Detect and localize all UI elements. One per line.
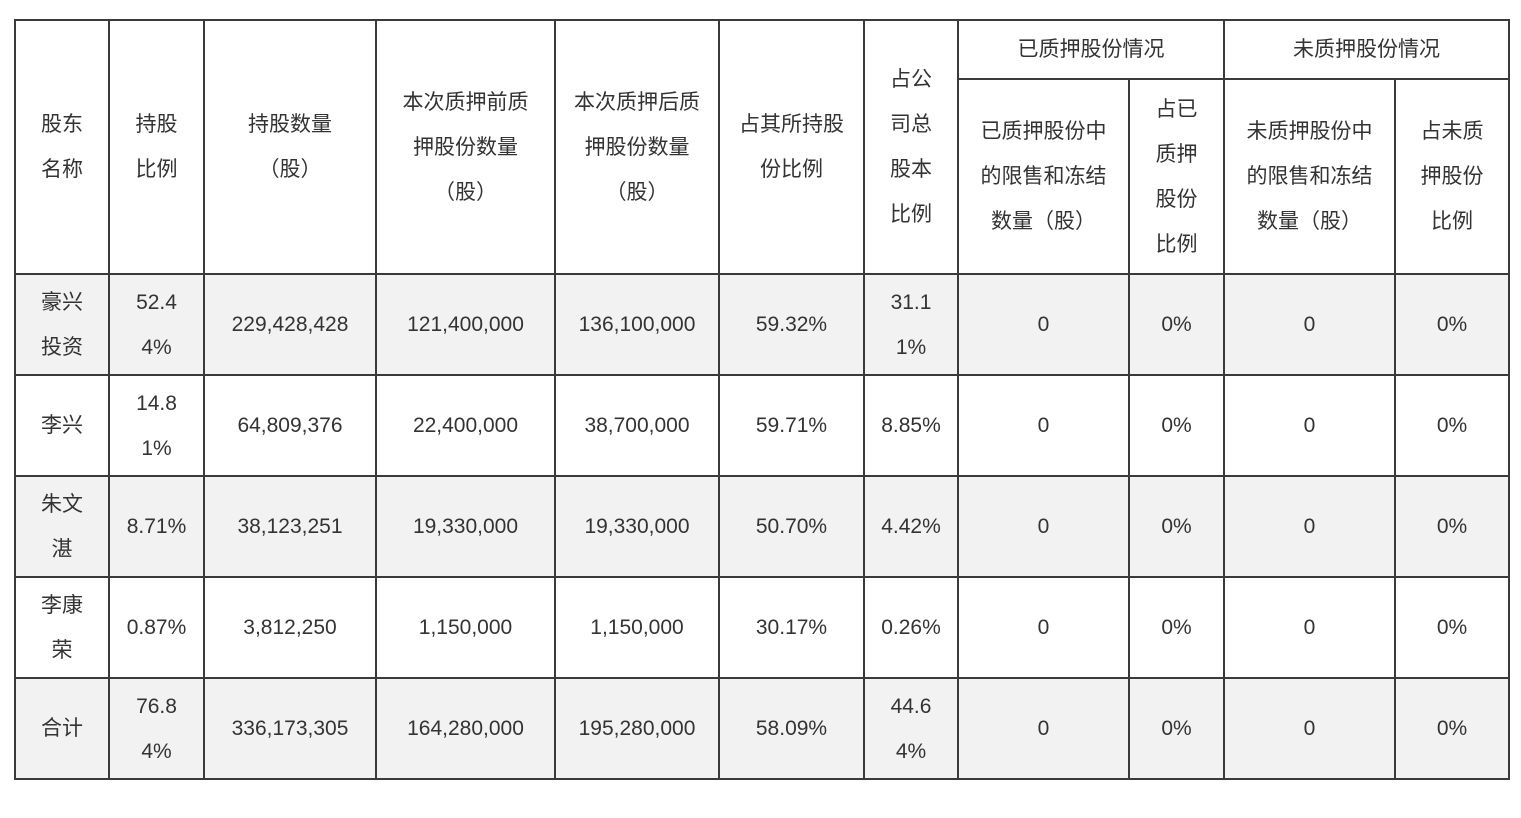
cell-pct-of-unpledged: 0% bbox=[1394, 576, 1510, 679]
cell-pct-of-total-equity: 4.42% bbox=[863, 475, 959, 578]
cell-pct-of-total-equity: 44.6 4% bbox=[863, 677, 959, 780]
cell-shareholding-ratio: 0.87% bbox=[108, 576, 205, 679]
cell-unpledged-restricted-frozen: 0 bbox=[1223, 273, 1396, 376]
cell-shares-held: 3,812,250 bbox=[203, 576, 377, 679]
cell-shares-held: 336,173,305 bbox=[203, 677, 377, 780]
cell-pledged-restricted-frozen: 0 bbox=[957, 677, 1130, 780]
cell-pledged-after: 38,700,000 bbox=[554, 374, 720, 477]
cell-unpledged-restricted-frozen: 0 bbox=[1223, 374, 1396, 477]
header-pct-of-unpledged: 占未质 押股份 比例 bbox=[1394, 78, 1510, 275]
header-pledged-restricted-frozen: 已质押股份中 的限售和冻结 数量（股） bbox=[957, 78, 1130, 275]
cell-shares-held: 229,428,428 bbox=[203, 273, 377, 376]
cell-pct-of-unpledged: 0% bbox=[1394, 374, 1510, 477]
table-row-zhuwenzhan: 朱文 湛 8.71% 38,123,251 19,330,000 19,330,… bbox=[14, 475, 1510, 578]
cell-unpledged-restricted-frozen: 0 bbox=[1223, 475, 1396, 578]
cell-shareholder-name: 李康 荣 bbox=[14, 576, 110, 679]
cell-pct-of-pledged: 0% bbox=[1128, 677, 1225, 780]
header-group-row: 股东 名称 持股 比例 持股数量 （股） 本次质押前质 押股份数量 （股） 本次… bbox=[14, 19, 1510, 275]
cell-pct-of-pledged: 0% bbox=[1128, 475, 1225, 578]
cell-shares-held: 38,123,251 bbox=[203, 475, 377, 578]
cell-pledged-restricted-frozen: 0 bbox=[957, 576, 1130, 679]
cell-pledged-after: 1,150,000 bbox=[554, 576, 720, 679]
cell-shareholding-ratio: 14.8 1% bbox=[108, 374, 205, 477]
cell-shareholder-name: 豪兴 投资 bbox=[14, 273, 110, 376]
cell-shareholding-ratio: 52.4 4% bbox=[108, 273, 205, 376]
header-sub-row: 已质押股份中 的限售和冻结 数量（股） 占已 质押 股份 比例 未质押股份中 的… bbox=[15, 78, 1510, 275]
cell-pct-of-holdings: 59.32% bbox=[718, 273, 865, 376]
header-pct-of-total-equity: 占公 司总 股本 比例 bbox=[863, 19, 959, 275]
cell-pledged-before: 22,400,000 bbox=[375, 374, 556, 477]
cell-pledged-restricted-frozen: 0 bbox=[957, 374, 1130, 477]
cell-pct-of-total-equity: 8.85% bbox=[863, 374, 959, 477]
cell-pledged-before: 121,400,000 bbox=[375, 273, 556, 376]
header-unpledged-restricted-frozen: 未质押股份中 的限售和冻结 数量（股） bbox=[1223, 78, 1396, 275]
cell-total-label: 合计 bbox=[14, 677, 110, 780]
cell-pct-of-total-equity: 0.26% bbox=[863, 576, 959, 679]
header-shareholder-name: 股东 名称 bbox=[14, 19, 110, 275]
cell-pct-of-unpledged: 0% bbox=[1394, 273, 1510, 376]
header-shareholding-ratio: 持股 比例 bbox=[108, 19, 205, 275]
group-header-pledged: 已质押股份情况 bbox=[957, 19, 1225, 80]
table-row-likangrong: 李康 荣 0.87% 3,812,250 1,150,000 1,150,000… bbox=[14, 576, 1510, 679]
cell-unpledged-restricted-frozen: 0 bbox=[1223, 677, 1396, 780]
cell-pledged-before: 19,330,000 bbox=[375, 475, 556, 578]
table-header: 股东 名称 持股 比例 持股数量 （股） 本次质押前质 押股份数量 （股） 本次… bbox=[14, 19, 1510, 275]
cell-pct-of-total-equity: 31.1 1% bbox=[863, 273, 959, 376]
cell-pledged-before: 1,150,000 bbox=[375, 576, 556, 679]
cell-shareholding-ratio: 76.8 4% bbox=[108, 677, 205, 780]
cell-pct-of-unpledged: 0% bbox=[1394, 475, 1510, 578]
cell-pct-of-holdings: 30.17% bbox=[718, 576, 865, 679]
pledge-table: 股东 名称 持股 比例 持股数量 （股） 本次质押前质 押股份数量 （股） 本次… bbox=[14, 19, 1510, 780]
cell-pledged-after: 136,100,000 bbox=[554, 273, 720, 376]
cell-shareholding-ratio: 8.71% bbox=[108, 475, 205, 578]
table-body: 豪兴 投资 52.4 4% 229,428,428 121,400,000 13… bbox=[14, 273, 1510, 780]
total-row: 合计 76.8 4% 336,173,305 164,280,000 195,2… bbox=[14, 677, 1510, 780]
cell-pct-of-pledged: 0% bbox=[1128, 374, 1225, 477]
header-pledged-before: 本次质押前质 押股份数量 （股） bbox=[375, 19, 556, 275]
cell-pct-of-holdings: 59.71% bbox=[718, 374, 865, 477]
pledge-table-container: 股东 名称 持股 比例 持股数量 （股） 本次质押前质 押股份数量 （股） 本次… bbox=[14, 19, 1510, 780]
group-header-unpledged: 未质押股份情况 bbox=[1223, 19, 1510, 80]
header-shares-held: 持股数量 （股） bbox=[203, 19, 377, 275]
header-pct-of-holdings: 占其所持股 份比例 bbox=[718, 19, 865, 275]
cell-pct-of-holdings: 58.09% bbox=[718, 677, 865, 780]
cell-pledged-restricted-frozen: 0 bbox=[957, 475, 1130, 578]
header-pct-of-pledged: 占已 质押 股份 比例 bbox=[1128, 78, 1225, 275]
cell-pledged-after: 195,280,000 bbox=[554, 677, 720, 780]
cell-pledged-after: 19,330,000 bbox=[554, 475, 720, 578]
cell-shareholder-name: 朱文 湛 bbox=[14, 475, 110, 578]
cell-pledged-restricted-frozen: 0 bbox=[957, 273, 1130, 376]
cell-pct-of-pledged: 0% bbox=[1128, 273, 1225, 376]
cell-shareholder-name: 李兴 bbox=[14, 374, 110, 477]
cell-shares-held: 64,809,376 bbox=[203, 374, 377, 477]
cell-pct-of-unpledged: 0% bbox=[1394, 677, 1510, 780]
table-row-lixing: 李兴 14.8 1% 64,809,376 22,400,000 38,700,… bbox=[14, 374, 1510, 477]
cell-pct-of-pledged: 0% bbox=[1128, 576, 1225, 679]
table-row-haoxing: 豪兴 投资 52.4 4% 229,428,428 121,400,000 13… bbox=[14, 273, 1510, 376]
header-pledged-after: 本次质押后质 押股份数量 （股） bbox=[554, 19, 720, 275]
cell-pct-of-holdings: 50.70% bbox=[718, 475, 865, 578]
cell-pledged-before: 164,280,000 bbox=[375, 677, 556, 780]
cell-unpledged-restricted-frozen: 0 bbox=[1223, 576, 1396, 679]
